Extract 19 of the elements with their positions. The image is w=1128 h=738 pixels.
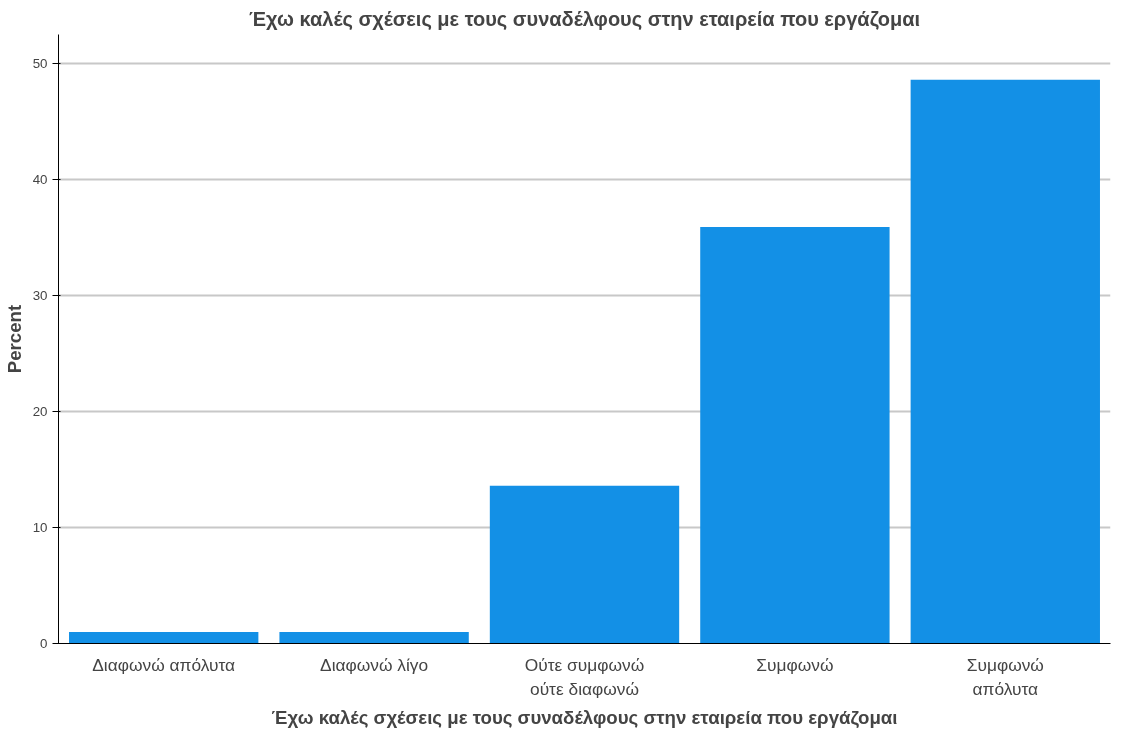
bar — [69, 631, 259, 644]
y-tick-label: 0 — [40, 636, 48, 651]
x-tick-label: Διαφωνώ λίγο — [320, 654, 429, 675]
x-tick-label: Συμφωνώ απόλυτα — [966, 654, 1044, 699]
y-tick-label: 10 — [32, 520, 48, 535]
bar — [700, 227, 890, 644]
y-tick-label: 50 — [32, 56, 48, 71]
y-tick-label: 40 — [32, 172, 48, 187]
bar — [489, 485, 680, 644]
x-axis-title: Έχω καλές σχέσεις με τους συναδέλφους στην εταιρεία που εργάζομαι — [271, 706, 898, 729]
y-tick-label: 30 — [32, 288, 48, 303]
chart-title: Έχω καλές σχέσεις με τους συναδέλφους στην εταιρεία που εργάζομαι — [248, 7, 921, 30]
x-tick-label: Ούτε συμφωνώ ούτε διαφωνώ — [524, 654, 645, 699]
x-tick-label: Συμφωνώ — [756, 654, 834, 675]
bar — [910, 79, 1100, 644]
bar — [279, 631, 469, 644]
x-tick-label: Διαφωνώ απόλυτα — [92, 654, 236, 675]
y-tick-label: 20 — [32, 404, 48, 419]
y-axis-title: Percent — [3, 304, 25, 374]
